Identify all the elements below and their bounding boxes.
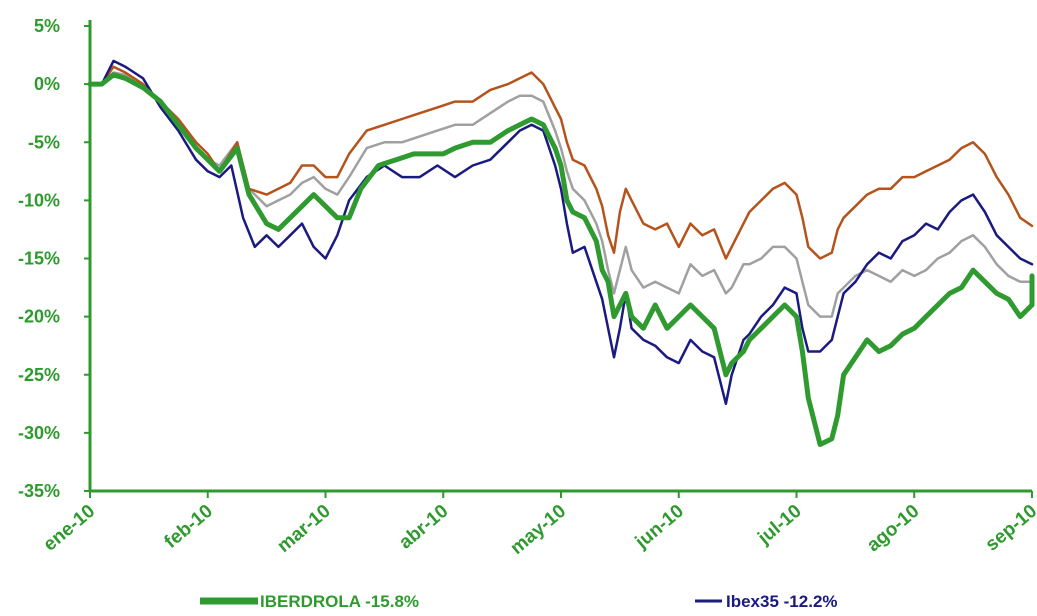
series-line-2 <box>88 71 1034 318</box>
series-group <box>87 59 1035 447</box>
y-tick-label: 0% <box>34 74 60 94</box>
y-tick-label: -5% <box>28 132 60 152</box>
axes-group: 5% 0% -5% -10% -15% -20% -25% -30% -35%ene-10 feb… <box>18 16 1037 559</box>
y-tick-label: -25% <box>18 365 60 385</box>
x-tick-label: mar-10 <box>273 501 334 557</box>
x-tick-label: ago-10 <box>863 501 923 556</box>
y-tick-label: -35% <box>18 481 60 501</box>
x-tick-label: abr-10 <box>395 501 452 554</box>
x-tick-label: jul-10 <box>753 501 805 550</box>
x-tick-label: ene-10 <box>40 501 100 556</box>
x-tick-label: jun-10 <box>631 501 688 554</box>
legend-label-0: IBERDROLA -15.8% <box>260 592 419 611</box>
x-tick-label: feb-10 <box>161 501 217 553</box>
x-tick-label: may-10 <box>507 501 571 559</box>
y-tick-label: -10% <box>18 190 60 210</box>
legend: IBERDROLA -15.8% Ibex35 -12.2% <box>200 592 838 611</box>
y-tick-label: -20% <box>18 307 60 327</box>
series-line-1 <box>88 59 1034 406</box>
y-tick-label: -30% <box>18 423 60 443</box>
legend-label-1: Ibex35 -12.2% <box>726 592 838 611</box>
series-line-3 <box>88 65 1034 260</box>
y-tick-label: 5% <box>34 16 60 36</box>
series-line-0 <box>87 72 1035 447</box>
x-tick-label: sep-10 <box>982 501 1037 556</box>
y-tick-label: -15% <box>18 249 60 269</box>
